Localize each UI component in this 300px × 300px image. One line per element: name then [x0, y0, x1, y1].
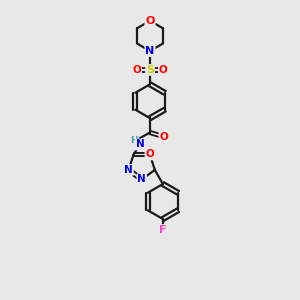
Text: N: N	[146, 46, 154, 56]
Text: F: F	[159, 225, 166, 235]
Text: S: S	[146, 65, 154, 75]
Text: H: H	[130, 136, 138, 145]
Text: N: N	[137, 174, 146, 184]
Text: O: O	[132, 65, 141, 75]
Text: O: O	[145, 16, 155, 26]
Text: O: O	[159, 65, 168, 75]
Text: N: N	[124, 165, 133, 175]
Text: O: O	[146, 149, 154, 160]
Text: O: O	[159, 132, 168, 142]
Text: N: N	[136, 140, 144, 149]
